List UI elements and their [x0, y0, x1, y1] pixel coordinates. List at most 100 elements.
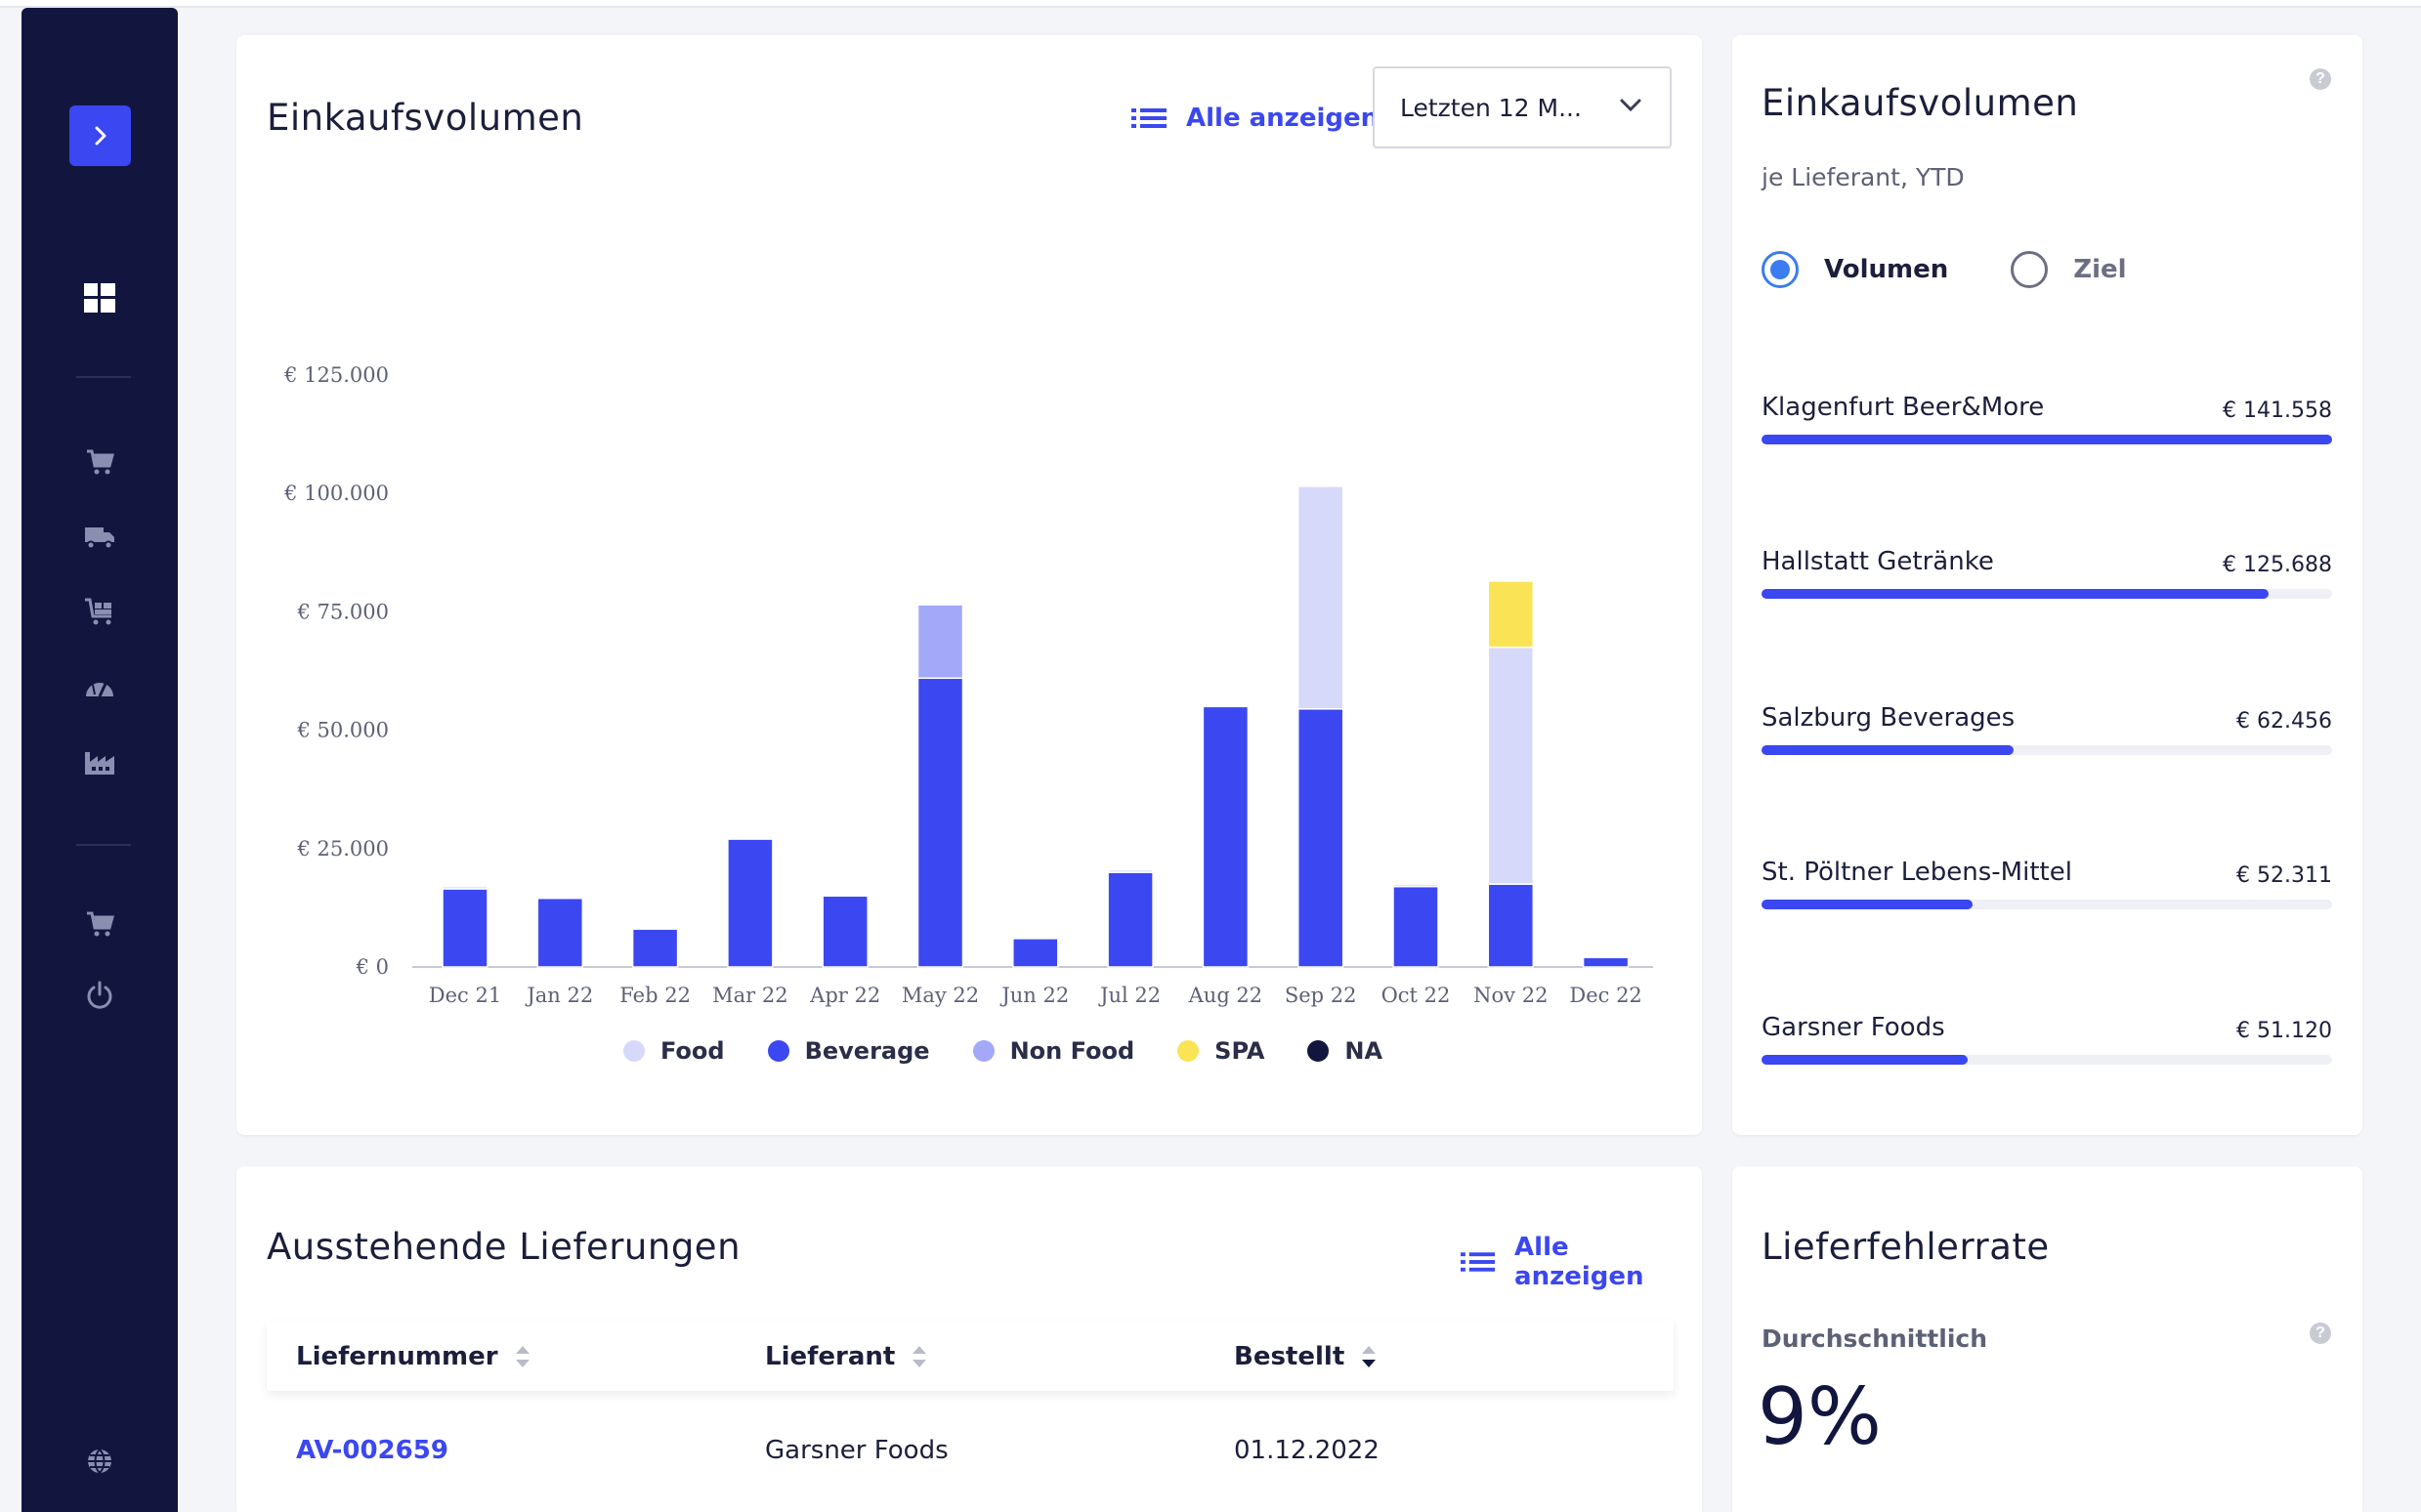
- bar-segment-beverage[interactable]: [1582, 956, 1630, 968]
- sidebar-item-orders[interactable]: [80, 442, 119, 482]
- legend-item[interactable]: NA: [1307, 1037, 1382, 1065]
- volume-chart-card: Einkaufsvolumen Alle anzeigen Letzten 12…: [236, 35, 1702, 1135]
- sidebar-item-dashboard[interactable]: [80, 278, 119, 317]
- radio-volume[interactable]: Volumen: [1762, 251, 1948, 288]
- legend-item[interactable]: Non Food: [972, 1037, 1134, 1065]
- radio-target[interactable]: Ziel: [2011, 251, 2127, 288]
- period-select-value: Letzten 12 M...: [1400, 93, 1582, 122]
- bar-segment-beverage[interactable]: [1296, 708, 1344, 968]
- bar-segment-food[interactable]: [1487, 647, 1535, 885]
- y-tick-label: € 0: [356, 955, 389, 979]
- help-icon[interactable]: ?: [2310, 1323, 2331, 1344]
- supplier-amount: € 62.456: [2236, 709, 2332, 734]
- bar-segment-non-food[interactable]: [916, 604, 964, 680]
- bar-segment-beverage[interactable]: [631, 928, 679, 968]
- x-tick-label: Dec 22: [1569, 984, 1641, 1007]
- x-tick-label: Dec 21: [429, 984, 501, 1007]
- y-tick-label: € 75.000: [296, 600, 389, 623]
- card-title: Lieferfehlerrate: [1762, 1226, 2050, 1268]
- gauge-icon: [86, 673, 113, 700]
- bar-segment-beverage[interactable]: [727, 838, 774, 968]
- bar-segment-beverage[interactable]: [1012, 938, 1059, 968]
- radio-volume-label: Volumen: [1824, 255, 1949, 284]
- help-icon[interactable]: ?: [2310, 68, 2331, 90]
- x-tick-label: Jun 22: [999, 984, 1069, 1007]
- legend-label: Food: [660, 1037, 725, 1065]
- legend-swatch: [623, 1040, 645, 1062]
- legend-swatch: [972, 1040, 995, 1062]
- supplier-name: Klagenfurt Beer&More: [1762, 393, 2045, 422]
- sidebar-item-deliveries[interactable]: [80, 518, 119, 557]
- bar-segment-beverage[interactable]: [1202, 705, 1250, 968]
- bar-segment-food[interactable]: [1296, 485, 1344, 710]
- show-all-link[interactable]: Alle anzeigen: [1131, 104, 1379, 133]
- globe-icon: [88, 1449, 111, 1474]
- show-all-label: Alle anzeigen: [1514, 1233, 1644, 1291]
- sidebar-item-logout[interactable]: [80, 976, 119, 1015]
- radio-volume-button[interactable]: [1762, 251, 1799, 288]
- bar-segment-food[interactable]: [1107, 868, 1154, 873]
- x-tick-label: Oct 22: [1381, 984, 1451, 1007]
- volume-progress-fill: [1762, 1055, 1968, 1065]
- column-header-label: Lieferant: [765, 1342, 896, 1371]
- sidebar-toggle-button[interactable]: [69, 105, 131, 166]
- volume-progress-track: [1762, 435, 2332, 444]
- legend-item[interactable]: Food: [623, 1037, 725, 1065]
- sort-icon: [515, 1346, 530, 1367]
- volume-progress-fill: [1762, 745, 2014, 755]
- legend-item[interactable]: SPA: [1177, 1037, 1264, 1065]
- sidebar-item-suppliers[interactable]: [80, 742, 119, 781]
- sidebar-item-language[interactable]: [80, 1442, 119, 1481]
- column-header-supplier[interactable]: Lieferant: [765, 1342, 928, 1371]
- truck-icon: [85, 527, 114, 550]
- bar-segment-food[interactable]: [1392, 883, 1439, 888]
- bar-segment-beverage[interactable]: [536, 897, 584, 968]
- show-all-link[interactable]: Alle anzeigen: [1461, 1233, 1702, 1291]
- supplier-name: Garsner Foods: [1762, 1013, 1945, 1042]
- bar-segment-beverage[interactable]: [916, 677, 964, 968]
- y-tick-label: € 25.000: [296, 837, 389, 861]
- bar-segment-beverage[interactable]: [1107, 871, 1154, 968]
- column-header-label: Bestellt: [1234, 1342, 1345, 1371]
- delivery-ordered-date: 01.12.2022: [1234, 1436, 1380, 1465]
- supplier-row[interactable]: Garsner Foods € 51.120: [1762, 1013, 2332, 1065]
- bar-segment-food[interactable]: [442, 885, 488, 890]
- delivery-supplier: Garsner Foods: [765, 1436, 949, 1465]
- sidebar-divider: [76, 376, 131, 378]
- radio-target-label: Ziel: [2073, 255, 2127, 284]
- x-tick-label: Jul 22: [1098, 984, 1161, 1007]
- sidebar-item-cart-delivery[interactable]: [80, 592, 119, 631]
- volume-progress-track: [1762, 1055, 2332, 1065]
- column-header-number[interactable]: Liefernummer: [296, 1342, 531, 1371]
- radio-target-button[interactable]: [2011, 251, 2049, 288]
- sidebar-item-shop[interactable]: [80, 904, 119, 944]
- average-label: Durchschnittlich: [1762, 1324, 1988, 1353]
- period-select[interactable]: Letzten 12 M...: [1373, 66, 1672, 148]
- supplier-amount: € 52.311: [2236, 863, 2332, 888]
- bar-segment-beverage[interactable]: [442, 888, 488, 968]
- bar-segment-spa[interactable]: [1487, 580, 1535, 649]
- column-header-ordered[interactable]: Bestellt: [1234, 1342, 1378, 1371]
- supplier-row[interactable]: Hallstatt Getränke € 125.688: [1762, 547, 2332, 599]
- supplier-row[interactable]: St. Pöltner Lebens-Mittel € 52.311: [1762, 858, 2332, 909]
- supplier-row[interactable]: Salzburg Beverages € 62.456: [1762, 703, 2332, 755]
- bar-segment-beverage[interactable]: [1392, 885, 1439, 968]
- show-all-label: Alle anzeigen: [1186, 104, 1380, 133]
- sidebar: [21, 8, 178, 1512]
- cart-icon: [87, 911, 114, 937]
- factory-icon: [85, 752, 114, 775]
- delivery-number-link[interactable]: AV-002659: [296, 1436, 448, 1465]
- power-icon: [87, 981, 112, 1009]
- supplier-row[interactable]: Klagenfurt Beer&More € 141.558: [1762, 393, 2332, 444]
- bar-segment-beverage[interactable]: [1487, 883, 1535, 968]
- supplier-amount: € 141.558: [2223, 399, 2332, 423]
- volume-progress-track: [1762, 900, 2332, 909]
- delivery-error-rate-card: Lieferfehlerrate ? Durchschnittlich 9%: [1732, 1166, 2362, 1512]
- legend-item[interactable]: Beverage: [767, 1037, 930, 1065]
- chart-legend: Food Beverage Non Food SPA NA: [623, 1037, 1382, 1065]
- y-tick-label: € 100.000: [283, 482, 389, 505]
- volume-progress-track: [1762, 745, 2332, 755]
- x-tick-label: Mar 22: [712, 984, 787, 1007]
- bar-segment-beverage[interactable]: [822, 895, 869, 968]
- sidebar-item-analytics[interactable]: [80, 667, 119, 706]
